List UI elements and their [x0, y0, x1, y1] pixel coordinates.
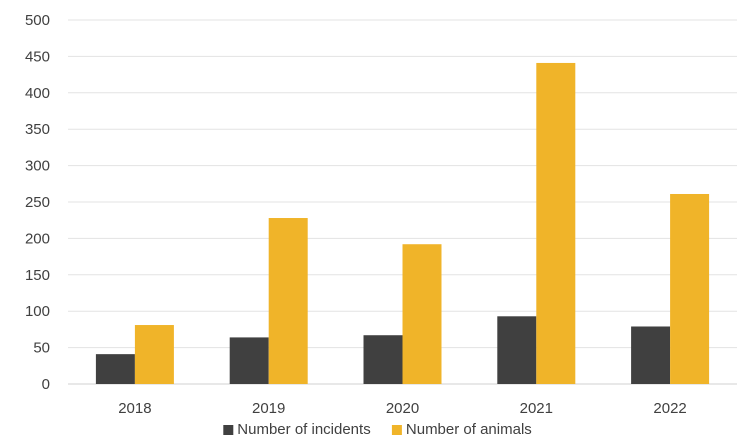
y-tick-label-250: 250: [25, 194, 50, 211]
y-tick-label-150: 150: [25, 267, 50, 284]
y-tick-label-300: 300: [25, 158, 50, 175]
x-tick-label-2019: 2019: [252, 400, 285, 417]
x-tick-label-2021: 2021: [520, 400, 553, 417]
y-tick-label-500: 500: [25, 12, 50, 29]
y-tick-label-200: 200: [25, 230, 50, 247]
bar-animals-2020: [402, 244, 442, 384]
bar-incidents-2019: [229, 337, 269, 384]
x-tick-label-2022: 2022: [653, 400, 686, 417]
bar-animals-2019: [268, 218, 308, 384]
bar-incidents-2020: [363, 335, 403, 384]
legend: Number of incidents Number of animals: [223, 421, 532, 438]
legend-label-incidents: Number of incidents: [237, 421, 370, 438]
legend-swatch-incidents: [223, 425, 234, 435]
y-tick-label-100: 100: [25, 303, 50, 320]
legend-swatch-animals: [391, 425, 402, 435]
x-axis-tick-labels: 2018 2019 2020 2021 2022: [118, 400, 687, 417]
y-tick-label-50: 50: [33, 340, 50, 357]
y-tick-label-0: 0: [42, 376, 50, 393]
y-axis-tick-labels: 0 50 100 150 200 250 300 350 400 450 500: [25, 12, 50, 393]
bar-animals-2021: [536, 62, 576, 385]
bar-incidents-2018: [95, 354, 135, 384]
legend-label-animals: Number of animals: [406, 421, 532, 438]
y-tick-label-350: 350: [25, 121, 50, 138]
x-tick-label-2018: 2018: [118, 400, 151, 417]
bars: [95, 62, 710, 385]
x-tick-label-2020: 2020: [386, 400, 419, 417]
bar-animals-2022: [670, 193, 710, 384]
bar-incidents-2021: [497, 316, 537, 384]
y-tick-label-400: 400: [25, 85, 50, 102]
bar-animals-2018: [134, 325, 174, 384]
bar-incidents-2022: [631, 326, 671, 384]
gridlines: [68, 19, 737, 385]
y-tick-label-450: 450: [25, 48, 50, 65]
